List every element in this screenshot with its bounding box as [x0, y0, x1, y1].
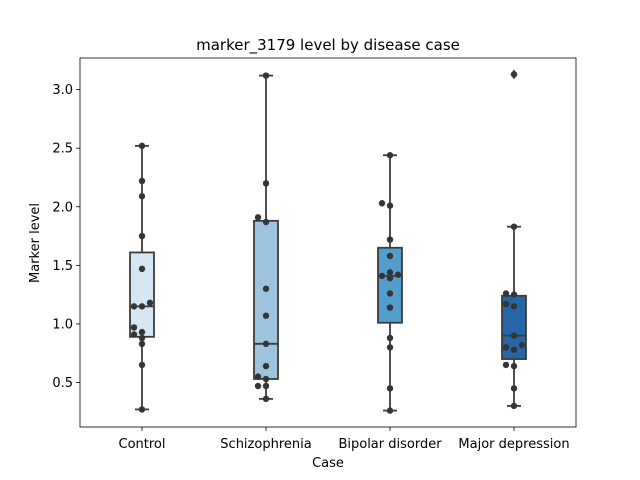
- data-point: [502, 290, 510, 297]
- data-point: [262, 72, 270, 79]
- data-point: [130, 324, 138, 331]
- x-axis-label: Case: [312, 456, 344, 471]
- data-point: [138, 303, 146, 310]
- data-point: [386, 202, 394, 209]
- chart-title: marker_3179 level by disease case: [196, 36, 460, 55]
- data-point: [378, 272, 386, 280]
- y-tick-label: 3.0: [52, 83, 73, 98]
- data-point: [386, 152, 394, 159]
- x-tick-label: Schizophrenia: [220, 437, 311, 452]
- axes-frame: [79, 57, 577, 428]
- data-point: [130, 331, 138, 338]
- data-point: [386, 407, 394, 414]
- data-point: [138, 193, 146, 200]
- data-point: [262, 312, 270, 319]
- data-point: [386, 269, 394, 276]
- data-point: [386, 334, 394, 342]
- data-point: [254, 214, 262, 221]
- data-point: [510, 385, 518, 392]
- data-point: [262, 340, 270, 348]
- plot-area: 0.5 1.0 1.5 2.0 2.5 3.0 Control Schizophrenia Bi…: [52, 57, 577, 452]
- data-point: [262, 395, 270, 403]
- data-point: [262, 382, 270, 390]
- data-point: [386, 252, 394, 260]
- data-point: [254, 373, 262, 380]
- data-point: [130, 303, 138, 310]
- data-point: [394, 271, 402, 278]
- data-point: [262, 285, 270, 292]
- y-tick-label: 2.5: [52, 142, 73, 157]
- data-point: [386, 344, 394, 351]
- box-iqr: [129, 251, 155, 338]
- data-point: [138, 265, 146, 273]
- data-point: [510, 303, 518, 310]
- data-point: [518, 341, 526, 349]
- data-point: [386, 290, 394, 297]
- data-point: [262, 180, 270, 187]
- data-point: [510, 223, 518, 230]
- data-point: [262, 218, 270, 226]
- y-tick-label: 0.5: [52, 376, 73, 391]
- data-point: [386, 236, 394, 243]
- data-point: [138, 177, 146, 185]
- data-point: [138, 334, 146, 342]
- data-point: [138, 142, 146, 150]
- data-point: [262, 375, 270, 383]
- data-point: [510, 291, 518, 298]
- data-point: [510, 332, 518, 339]
- x-tick-label: Major depression: [458, 437, 569, 452]
- data-point: [138, 340, 146, 348]
- data-point: [138, 406, 146, 413]
- data-point: [138, 232, 146, 240]
- y-tick-label: 1.0: [52, 317, 73, 332]
- data-point: [138, 328, 146, 336]
- y-tick-label: 1.5: [52, 259, 73, 274]
- x-tick-label: Control: [119, 437, 166, 452]
- y-axis-label: Marker level: [28, 203, 43, 283]
- data-point: [510, 402, 518, 410]
- data-point: [254, 382, 262, 390]
- data-point: [138, 361, 146, 369]
- data-point: [386, 304, 394, 311]
- data-point: [262, 362, 270, 370]
- data-point: [502, 344, 510, 351]
- data-point: [510, 362, 518, 370]
- data-point: [502, 300, 510, 308]
- data-point: [378, 200, 386, 207]
- x-tick-label: Bipolar disorder: [338, 437, 442, 452]
- box-iqr: [253, 219, 279, 380]
- data-point: [146, 299, 154, 307]
- data-point: [386, 385, 394, 392]
- data-point: [510, 346, 518, 353]
- data-point: [510, 71, 518, 78]
- data-point: [386, 275, 394, 282]
- y-tick-label: 2.0: [52, 200, 73, 215]
- data-point: [502, 361, 510, 369]
